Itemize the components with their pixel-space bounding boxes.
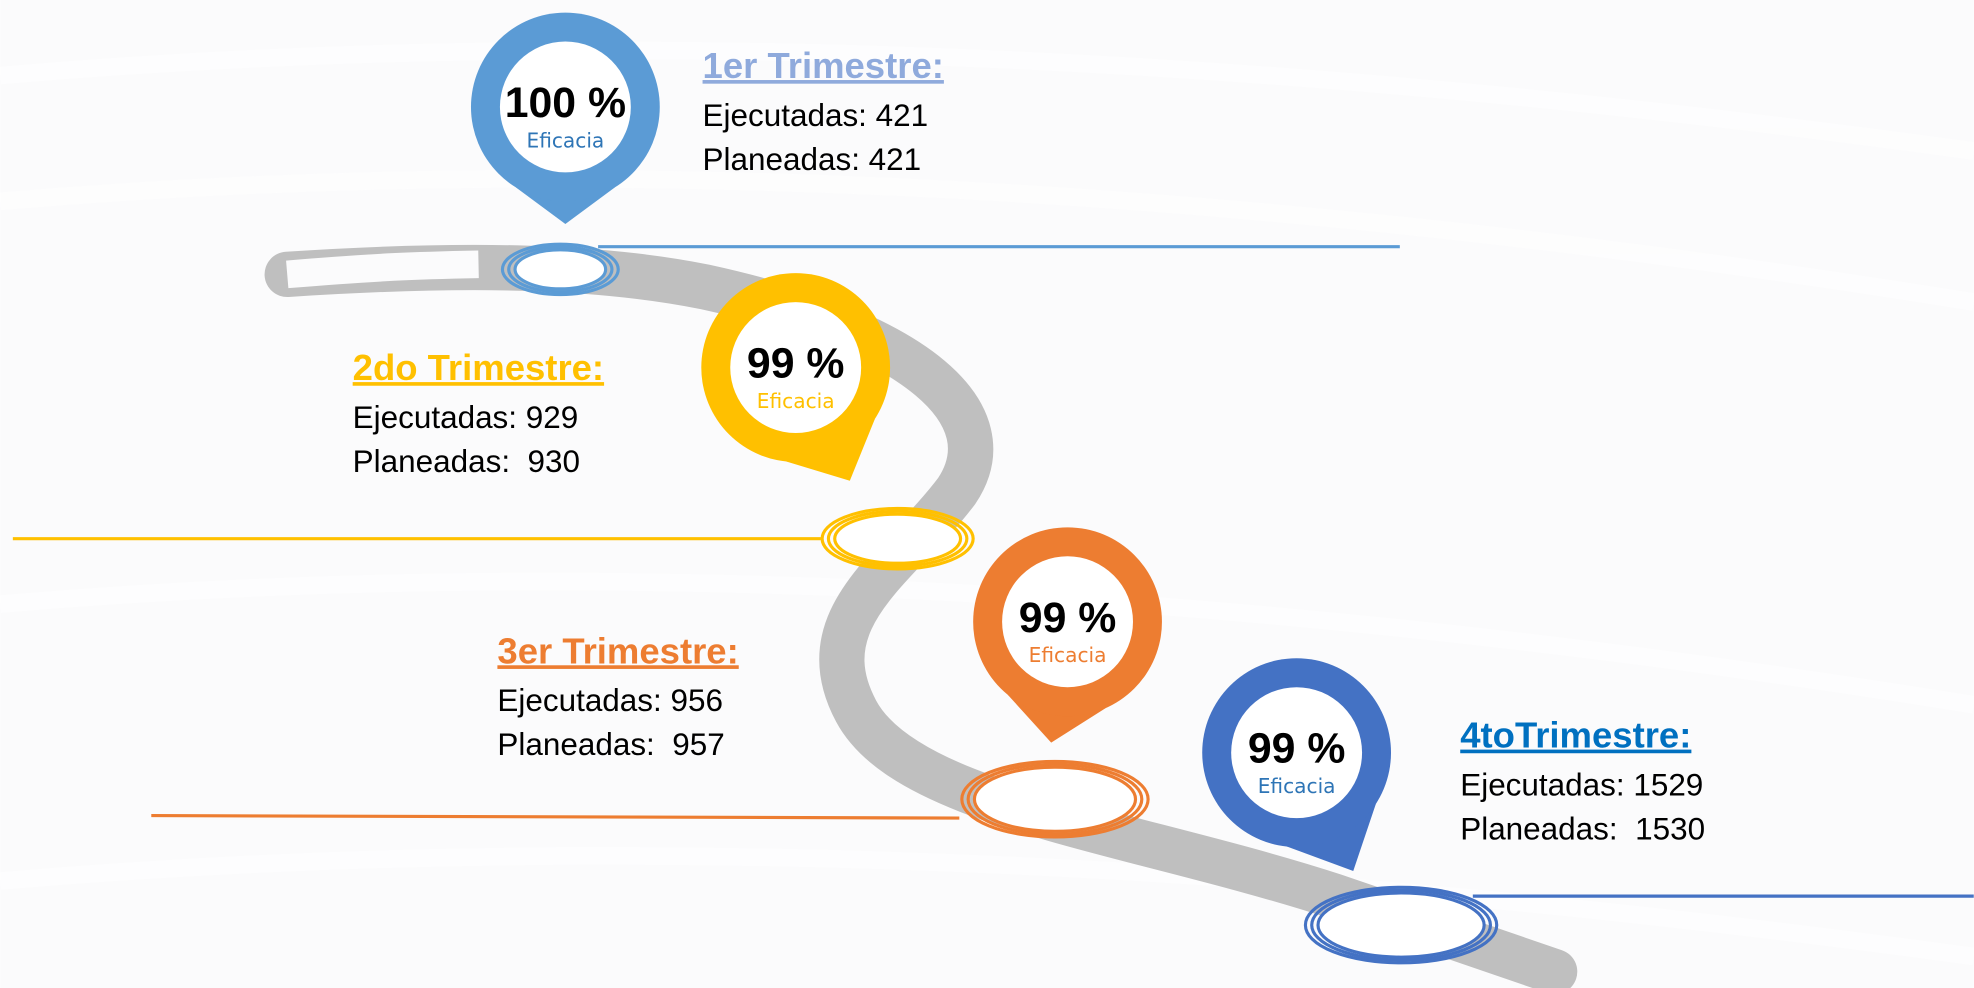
ring [515,250,606,289]
ring [1318,893,1484,957]
executed: Ejecutadas: 956 [497,683,723,718]
executed: Ejecutadas: 929 [353,400,579,435]
quarter-title: 3er Trimestre: [497,630,738,671]
ring [974,767,1135,831]
infographic: 100 %Eficacia1er Trimestre:Ejecutadas: 4… [0,0,1974,988]
planned: Planeadas: 957 [497,727,724,762]
caption: Eficacia [1029,643,1107,667]
percent: 99 % [1248,725,1346,773]
caption: Eficacia [526,128,604,152]
ring [835,514,961,563]
caption: Eficacia [757,389,835,413]
quarter-title: 1er Trimestre: [703,45,944,86]
planned: Planeadas: 1530 [1460,811,1705,846]
percent: 100 % [505,79,626,127]
caption: Eficacia [1258,774,1336,798]
percent: 99 % [747,340,845,388]
planned: Planeadas: 930 [353,444,580,479]
executed: Ejecutadas: 421 [703,98,929,133]
executed: Ejecutadas: 1529 [1460,767,1703,802]
road-taper [287,264,478,274]
percent: 99 % [1019,594,1117,642]
planned: Planeadas: 421 [703,142,922,177]
quarter-title: 4toTrimestre: [1460,715,1691,756]
quarter-title: 2do Trimestre: [353,347,604,388]
